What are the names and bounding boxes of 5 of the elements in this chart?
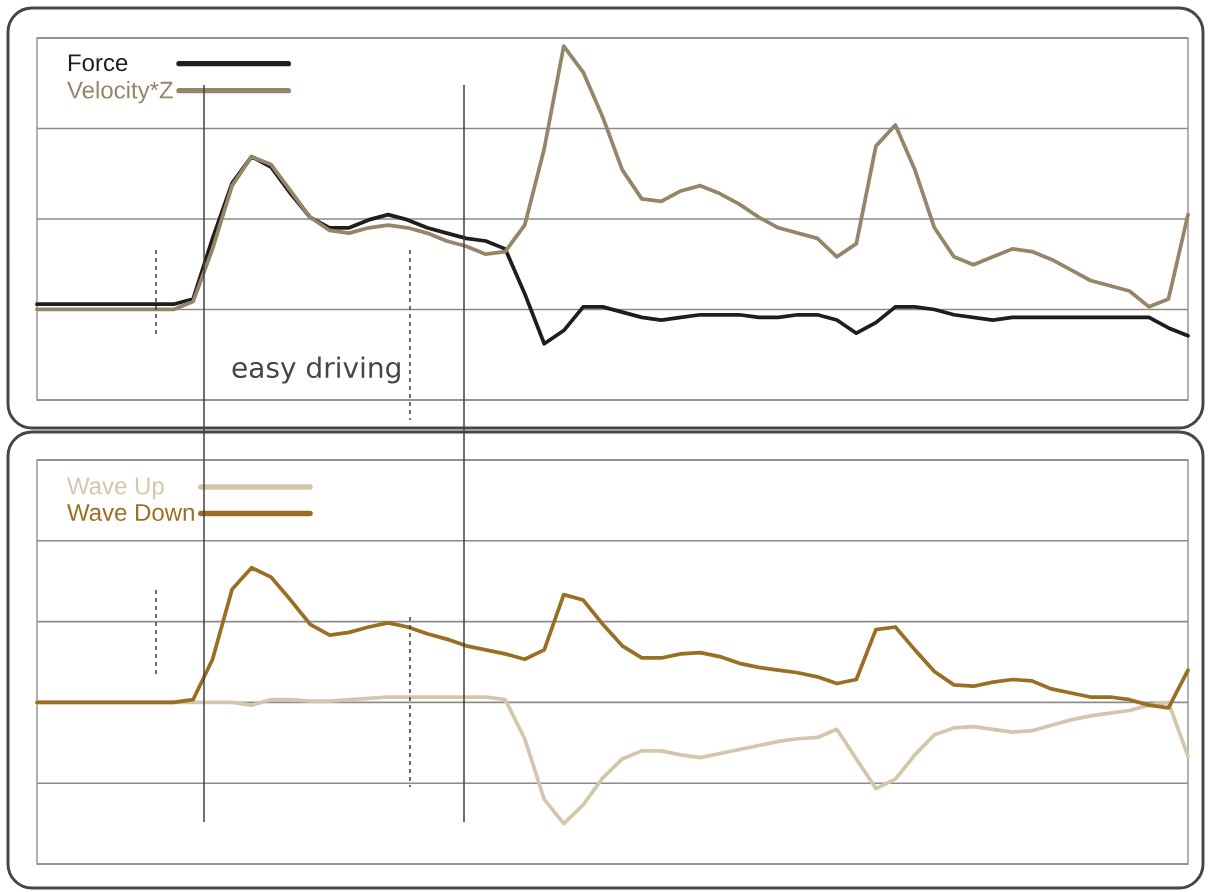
legend-label: Wave Up: [67, 477, 164, 500]
legend-label: Velocity*Z: [67, 80, 173, 104]
legend-label: Force: [68, 54, 128, 72]
text: easy driving: [232, 356, 400, 384]
legend-label: Wave Down: [67, 504, 194, 521]
